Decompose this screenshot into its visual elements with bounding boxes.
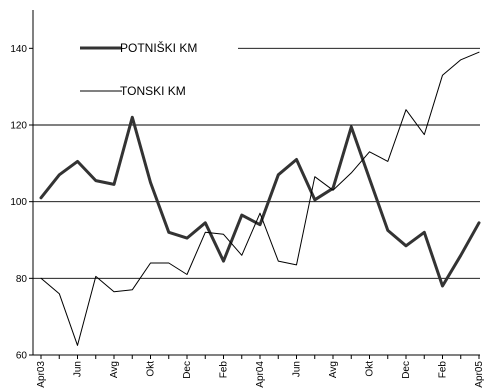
x-tick-label: Avg	[328, 361, 339, 378]
legend-label: TONSKI KM	[120, 84, 186, 98]
x-tick-label: Jun	[73, 361, 84, 377]
legend-label: POTNIŠKI KM	[120, 40, 197, 55]
x-tick-label: Okt	[365, 361, 376, 377]
series-line-potniski-km	[39, 115, 481, 288]
x-tick-label: Avg	[109, 361, 120, 378]
axis-layer: 60 80 100 120 140 Apr03 Jun Avg Okt Dec Feb Apr04 Ju…	[10, 10, 484, 388]
y-tick-label: 60	[16, 351, 28, 362]
x-tick-label: Dec	[401, 361, 412, 379]
x-tick-label: Apr05	[474, 361, 484, 388]
legend: POTNIŠKI KM TONSKI KM	[80, 40, 197, 98]
x-tick-label: Feb	[219, 361, 230, 379]
y-tick-label: 140	[10, 44, 27, 55]
x-tick-label: Okt	[146, 361, 157, 377]
x-tick-label: Dec	[182, 361, 193, 379]
x-tick-label: Jun	[292, 361, 303, 377]
y-tick-label: 80	[16, 274, 28, 285]
grid-layer	[33, 47, 480, 279]
x-tick-label: Apr03	[36, 361, 47, 388]
x-tick-label: Apr04	[255, 361, 266, 388]
series-line-tonski-km	[40, 51, 480, 346]
x-tick-label: Feb	[438, 361, 449, 379]
y-tick-label: 100	[10, 197, 27, 208]
series-layer	[39, 51, 481, 346]
y-tick-label: 120	[10, 121, 27, 132]
